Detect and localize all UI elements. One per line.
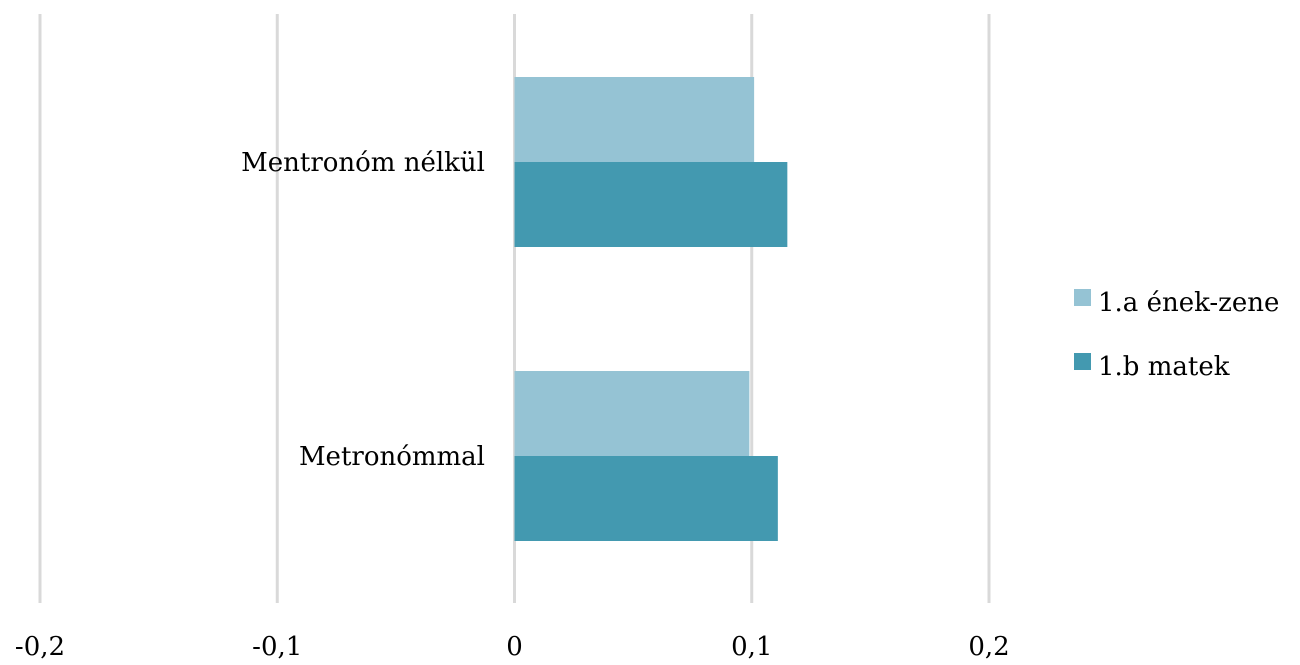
x-tick-label: -0,2: [15, 632, 65, 662]
x-tick-label: -0,1: [252, 632, 302, 662]
x-tick-label: 0: [506, 632, 523, 662]
bar-series-1b-cat-0: [515, 162, 788, 247]
bar-series-1a-cat-0: [515, 77, 755, 162]
bar-series-1a-cat-1: [515, 371, 750, 456]
legend-swatch: [1074, 289, 1091, 306]
legend-swatch: [1074, 353, 1091, 370]
legend-label: 1.a ének-zene: [1098, 288, 1279, 318]
legend: 1.a ének-zene 1.b matek: [1074, 288, 1279, 382]
legend-label: 1.b matek: [1098, 352, 1230, 382]
category-label: Mentronóm nélkül: [241, 148, 485, 178]
bars: [515, 77, 788, 541]
x-tick-label: 0,1: [731, 632, 772, 662]
x-axis-tick-labels: -0,2 -0,1 0 0,1 0,2: [15, 632, 1010, 662]
bar-series-1b-cat-1: [515, 456, 778, 541]
x-tick-label: 0,2: [968, 632, 1009, 662]
category-label: Metronómmal: [299, 442, 485, 472]
